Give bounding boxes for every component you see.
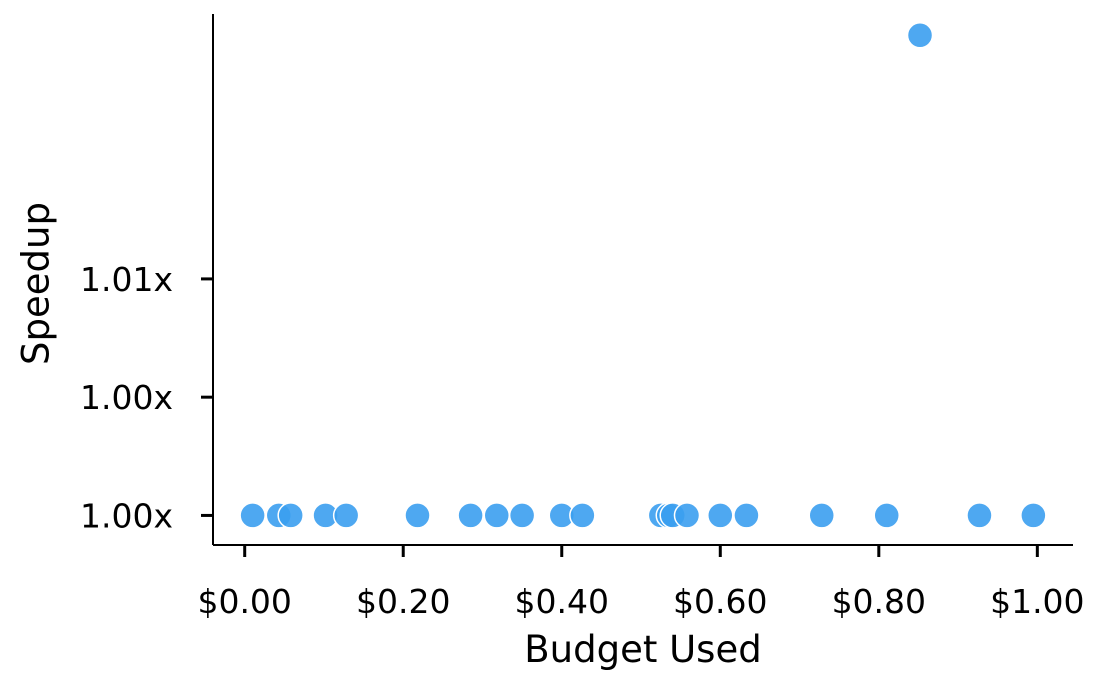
x-tick-label: $0.60: [673, 582, 767, 621]
data-point: [277, 502, 304, 529]
data-point: [966, 502, 993, 529]
x-axis-title: Budget Used: [524, 628, 761, 671]
y-tick-label: 1.00x: [80, 496, 173, 535]
x-tick-label: $0.80: [832, 582, 926, 621]
data-point: [873, 502, 900, 529]
x-tick-label: $0.20: [356, 582, 450, 621]
data-point: [332, 502, 360, 529]
data-point: [508, 502, 536, 529]
data-point: [569, 502, 596, 529]
y-tick-label: 1.01x: [80, 260, 173, 299]
x-tick-label: $0.40: [515, 582, 609, 621]
x-axis-ticks: $0.00 $0.20 $0.40 $0.60 $0.80 $1.00: [197, 545, 1085, 621]
data-point: [808, 502, 835, 529]
data-point: [457, 502, 484, 529]
data-point: [673, 502, 701, 529]
x-tick-label: $1.00: [990, 582, 1084, 621]
data-point: [239, 502, 266, 529]
y-tick-label: 1.00x: [80, 378, 173, 417]
data-point: [483, 502, 511, 529]
x-tick-label: $0.00: [197, 582, 291, 621]
data-points: [239, 22, 1047, 529]
data-point: [906, 22, 934, 49]
y-axis-ticks: 1.00x 1.00x 1.01x: [80, 260, 213, 535]
data-point: [404, 502, 431, 529]
data-point: [733, 502, 760, 529]
data-point: [1020, 502, 1047, 529]
y-axis-title: Speedup: [15, 202, 58, 365]
data-point: [707, 502, 734, 529]
